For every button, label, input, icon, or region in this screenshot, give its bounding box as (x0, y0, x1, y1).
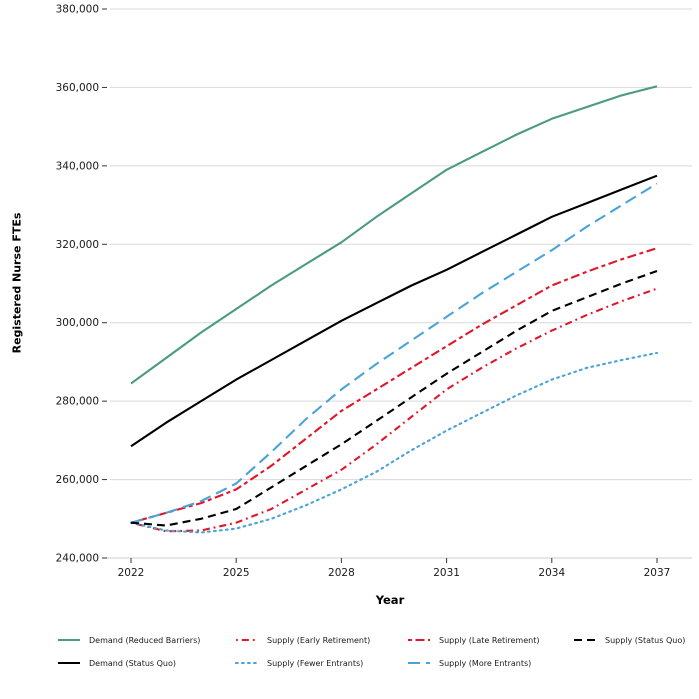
legend-key-supply-status-quo (574, 638, 596, 642)
y-tick-label: 340,000 (56, 160, 99, 172)
legend-key-demand-status-quo (58, 661, 80, 665)
legend-item-supply-late-retirement: Supply (Late Retirement) (407, 635, 573, 645)
legend-label: Supply (Early Retirement) (267, 635, 371, 645)
x-tick-label: 2037 (644, 567, 671, 579)
legend-item-supply-more-entrants: Supply (More Entrants) (407, 658, 573, 668)
legend-key-supply-fewer-entrants (235, 661, 259, 665)
series-line-demand-reduced-barriers (130, 85, 658, 385)
y-tick-label: 320,000 (56, 239, 99, 251)
x-tick-label: 2022 (118, 567, 145, 579)
legend-key-demand-reduced-barriers (58, 638, 80, 642)
y-tick-label: 380,000 (56, 4, 99, 16)
series-line-supply-status-quo (130, 270, 658, 527)
series-line-supply-early-retirement (130, 287, 658, 533)
legend-item-demand-reduced-barriers: Demand (Reduced Barriers) (57, 635, 235, 645)
legend-label: Supply (Late Retirement) (439, 635, 540, 645)
series-line-supply-fewer-entrants (129, 351, 659, 534)
x-tick-label: 2028 (328, 567, 355, 579)
x-tick-label: 2031 (433, 567, 460, 579)
legend-key-supply-early-retirement (236, 638, 258, 642)
x-axis-title: Year (375, 593, 405, 607)
legend-label: Supply (Status Quo) (605, 635, 686, 645)
legend-item-supply-fewer-entrants: Supply (Fewer Entrants) (235, 658, 407, 668)
series-line-supply-more-entrants (130, 182, 658, 524)
y-axis-title: Registered Nurse FTEs (10, 212, 24, 354)
y-tick-label: 300,000 (56, 317, 99, 329)
y-tick-label: 240,000 (56, 553, 99, 565)
legend-key-supply-more-entrants (408, 661, 430, 665)
y-tick-label: 280,000 (56, 396, 99, 408)
x-tick-label: 2034 (538, 567, 565, 579)
series-line-demand-status-quo (130, 174, 658, 448)
y-tick-label: 260,000 (56, 474, 99, 486)
legend-item-supply-status-quo: Supply (Status Quo) (573, 635, 695, 645)
legend-label: Supply (Fewer Entrants) (267, 658, 364, 668)
legend-label: Demand (Status Quo) (89, 658, 177, 668)
series-line-supply-late-retirement (130, 247, 658, 524)
y-tick-label: 360,000 (56, 82, 99, 94)
line-chart: 240,000 260,000 280,000 300,000 320,000 340,0… (56, 4, 692, 579)
legend-label: Demand (Reduced Barriers) (89, 635, 201, 645)
legend-key-supply-late-retirement (408, 638, 430, 642)
legend-item-supply-early-retirement: Supply (Early Retirement) (235, 635, 407, 645)
legend-label: Supply (More Entrants) (439, 658, 532, 668)
legend-item-demand-status-quo: Demand (Status Quo) (57, 658, 235, 668)
chart-legend: Demand (Reduced Barriers) Supply (Early R… (57, 635, 695, 668)
x-tick-label: 2025 (223, 567, 250, 579)
